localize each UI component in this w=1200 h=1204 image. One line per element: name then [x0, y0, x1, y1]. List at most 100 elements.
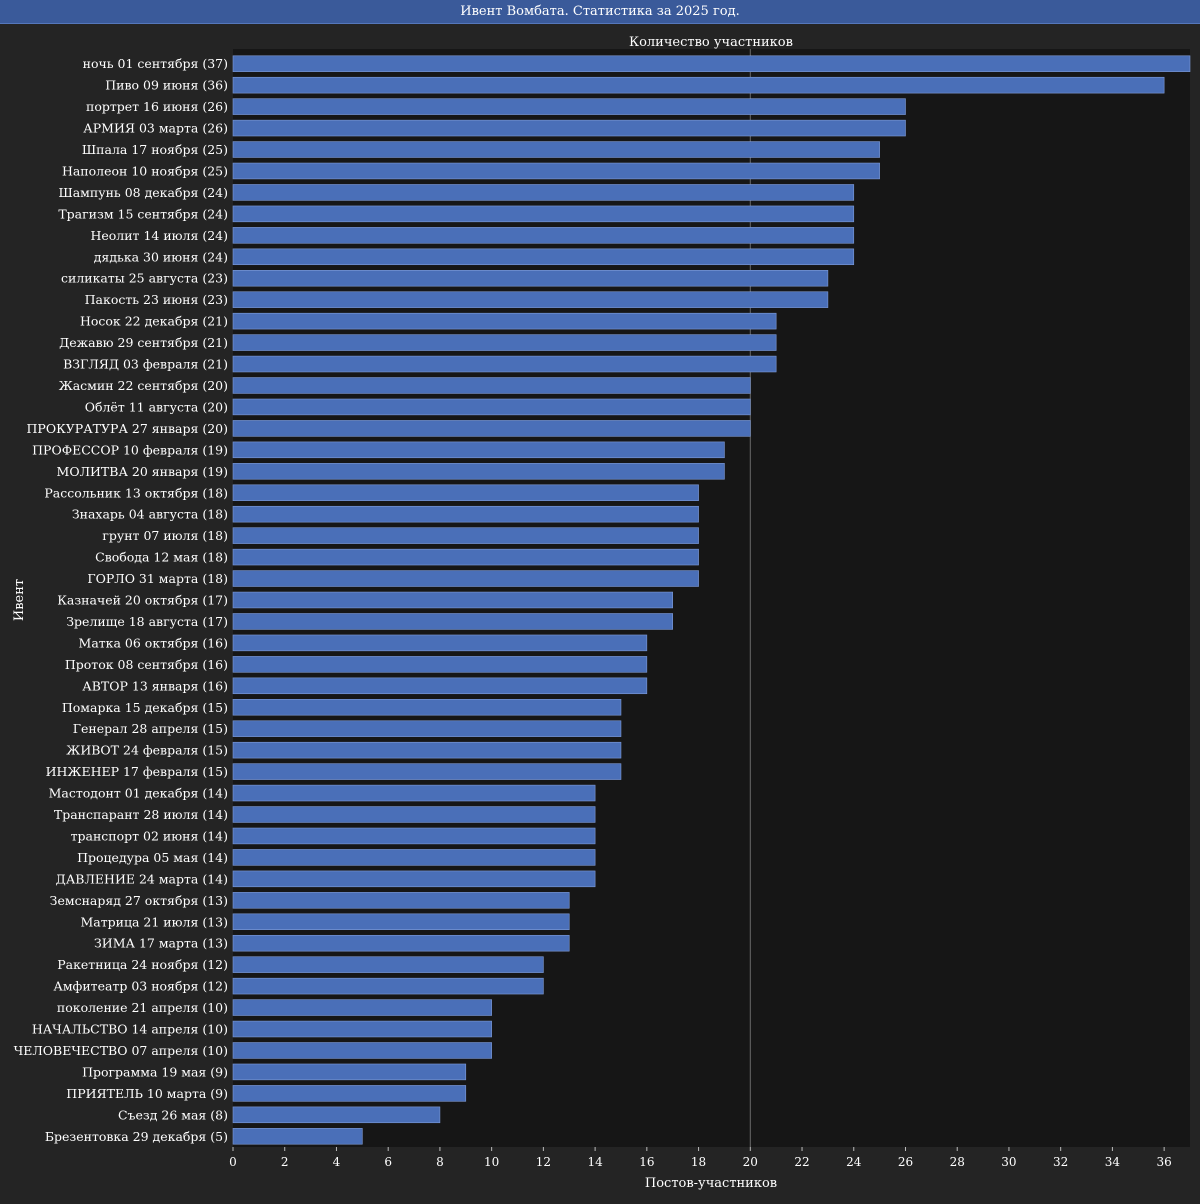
category-label: ЧЕЛОВЕЧЕСТВО 07 апреля (10) [14, 1043, 228, 1058]
category-label: ПРИЯТЕЛЬ 10 марта (9) [66, 1086, 228, 1101]
bar [232, 484, 699, 501]
bar [232, 76, 1165, 94]
bar [232, 1085, 467, 1102]
category-label: Пакость 23 июня (23) [85, 292, 228, 307]
bar [232, 934, 570, 952]
x-tick-label: 32 [1053, 1155, 1068, 1169]
category-label: Съезд 26 мая (8) [118, 1107, 228, 1122]
bar [232, 913, 570, 931]
bar [232, 656, 648, 673]
category-label: Ракетница 24 ноября (12) [57, 957, 228, 972]
category-label: Мастодонт 01 декабря (14) [49, 786, 228, 801]
bar [232, 355, 777, 373]
bar [232, 806, 596, 823]
category-label: транспорт 02 июня (14) [71, 828, 228, 843]
x-tick-label: 6 [384, 1155, 392, 1169]
bar [232, 291, 829, 308]
x-tick-label: 30 [1001, 1155, 1016, 1169]
bar [232, 892, 570, 909]
category-label: Матрица 21 июля (13) [80, 914, 228, 929]
x-tick-layer: 0 2 4 6 8 10 12 14 16 18 20 22 24 26 28 30 32 34 36 [229, 1147, 1172, 1169]
x-tick-label: 12 [536, 1155, 551, 1169]
y-axis-label: Ивент [12, 579, 27, 621]
category-label: поколение 21 апреля (10) [57, 1000, 228, 1015]
x-tick-label: 16 [639, 1155, 654, 1169]
category-label: АВТОР 13 января (16) [82, 678, 228, 693]
category-label: НАЧАЛЬСТВО 14 апреля (10) [32, 1022, 228, 1037]
bar [232, 184, 855, 201]
category-label: дядька 30 июня (24) [94, 249, 228, 264]
category-label: Брезентовка 29 декабря (5) [45, 1129, 228, 1144]
bar [232, 463, 725, 480]
category-label: портрет 16 июня (26) [86, 99, 228, 114]
category-label: МОЛИТВА 20 января (19) [57, 464, 228, 479]
category-label: Шпала 17 ноября (25) [82, 142, 228, 157]
bar-chart: ночь 01 сентября (37) Пиво 09 июня (36) по… [0, 24, 1200, 1200]
bar [232, 441, 725, 459]
category-label: ПРОФЕССОР 10 февраля (19) [32, 442, 228, 457]
category-label: Земснаряд 27 октября (13) [50, 893, 228, 908]
bar [232, 977, 544, 995]
category-label: ДАВЛЕНИЕ 24 марта (14) [56, 871, 228, 886]
category-label: Жасмин 22 сентября (20) [59, 378, 228, 393]
bar [232, 55, 1191, 72]
bar [232, 334, 777, 351]
bar [232, 270, 829, 287]
x-tick-label: 34 [1105, 1155, 1121, 1169]
bar [232, 527, 699, 544]
bar [232, 1106, 441, 1124]
category-label: Неолит 14 июля (24) [90, 228, 228, 243]
bar [232, 548, 699, 566]
category-label: ГОРЛО 31 марта (18) [87, 571, 228, 586]
x-tick-label: 26 [898, 1155, 913, 1169]
x-tick-label: 14 [587, 1155, 603, 1169]
bar [232, 1063, 467, 1081]
bar [232, 98, 906, 115]
bar [232, 420, 751, 437]
bar-layer [232, 55, 1191, 1145]
bar [232, 398, 751, 416]
category-label: ИНЖЕНЕР 17 февраля (15) [46, 764, 228, 779]
category-label: Проток 08 сентября (16) [65, 657, 228, 672]
category-label: Дежавю 29 сентября (21) [59, 335, 228, 350]
category-label: силикаты 25 августа (23) [61, 271, 228, 286]
category-label: грунт 07 июля (18) [102, 528, 228, 543]
x-tick-label: 8 [436, 1155, 444, 1169]
x-tick-label: 4 [333, 1155, 341, 1169]
x-tick-label: 10 [484, 1155, 499, 1169]
category-label: ЗИМА 17 марта (13) [94, 936, 228, 951]
bar [232, 870, 596, 888]
category-label: Облёт 11 августа (20) [85, 399, 228, 414]
bar [232, 720, 622, 737]
bar [232, 677, 648, 695]
x-tick-label: 22 [794, 1155, 809, 1169]
category-label: Матка 06 октября (16) [79, 635, 228, 650]
bar [232, 634, 648, 652]
chart-frame: ночь 01 сентября (37) Пиво 09 июня (36) по… [0, 24, 1200, 1200]
window-title: Ивент Вомбата. Статистика за 2025 год. [0, 0, 1200, 24]
bar [232, 162, 880, 180]
category-label: Знахарь 04 августа (18) [72, 507, 228, 522]
category-label: Программа 19 мая (9) [82, 1064, 228, 1079]
x-tick-label: 0 [229, 1155, 237, 1169]
category-label: Генерал 28 апреля (15) [73, 721, 228, 736]
category-label: ПРОКУРАТУРА 27 января (20) [27, 421, 228, 436]
category-label: Казначей 20 октября (17) [57, 593, 228, 608]
category-label: Процедура 05 мая (14) [77, 850, 228, 865]
category-label: Транспарант 28 июля (14) [54, 807, 228, 822]
bar [232, 205, 855, 223]
category-label: Амфитеатр 03 ноября (12) [53, 979, 228, 994]
category-label: Свобода 12 мая (18) [95, 550, 228, 565]
bar [232, 227, 855, 244]
category-label: Трагизм 15 сентября (24) [58, 206, 228, 221]
bar [232, 1042, 492, 1059]
bar [232, 741, 622, 759]
bar [232, 1128, 363, 1145]
x-axis-label: Постов-участников [645, 1176, 777, 1191]
bar [232, 312, 777, 330]
category-label: Помарка 15 декабря (15) [62, 700, 228, 715]
category-label: Шампунь 08 декабря (24) [58, 185, 228, 200]
x-tick-label: 2 [281, 1155, 289, 1169]
x-tick-label: 20 [743, 1155, 758, 1169]
category-label: Наполеон 10 ноября (25) [62, 163, 228, 178]
